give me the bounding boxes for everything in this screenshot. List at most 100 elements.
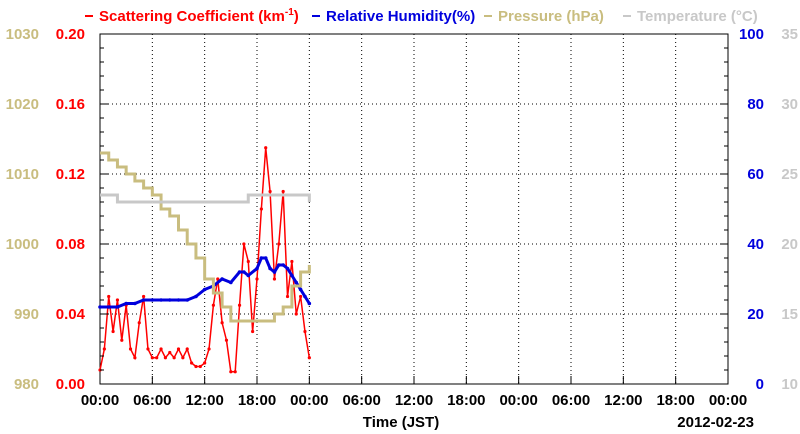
x-axis-label: Time (JST) — [363, 414, 439, 431]
date-label: 2012-02-23 — [677, 414, 754, 431]
x-tick-label: 18:00 — [447, 392, 485, 409]
humidity-point — [141, 298, 146, 302]
scattering-point — [155, 356, 159, 360]
pressure-tick-label: 1010 — [6, 166, 39, 183]
scattering-point — [176, 347, 181, 351]
scattering-point — [229, 370, 233, 374]
temperature-tick-label: 35 — [781, 26, 798, 43]
humidity-tick-label: 80 — [747, 96, 764, 113]
legend-label-scattering: Scattering Coefficient (km-1) — [99, 7, 299, 25]
pressure-tick-label: 990 — [14, 306, 39, 323]
humidity-point — [246, 273, 251, 278]
pressure-tick-label: 1020 — [6, 96, 39, 113]
scattering-point — [285, 294, 290, 299]
scattering-point — [299, 294, 303, 299]
scattering-point — [194, 364, 198, 369]
pressure-tick-label: 980 — [14, 376, 39, 393]
scattering-point — [137, 321, 141, 325]
pressure-tick-label: 1000 — [6, 236, 39, 253]
scattering-point — [259, 207, 263, 211]
legend-label-pressure: Pressure (hPa) — [498, 8, 604, 25]
x-tick-label: 06:00 — [133, 392, 171, 409]
x-tick-label: 12:00 — [185, 392, 223, 409]
humidity-point — [115, 305, 120, 309]
humidity-tick-label: 0 — [756, 376, 764, 393]
x-tick-label: 00:00 — [709, 392, 747, 409]
scattering-point — [303, 329, 307, 334]
scattering-point — [294, 312, 298, 316]
scattering-point — [272, 277, 277, 281]
scattering-point — [133, 356, 137, 360]
scattering-point — [220, 321, 224, 325]
humidity-point — [185, 298, 190, 302]
legend-superscript: -1 — [285, 7, 294, 18]
scattering-point — [277, 242, 281, 246]
humidity-point — [194, 294, 198, 299]
humidity-point — [106, 305, 111, 309]
scattering-point — [198, 364, 202, 369]
humidity-point — [277, 263, 281, 267]
humidity-point — [263, 256, 268, 260]
scattering-point — [233, 370, 237, 374]
scattering-point — [102, 347, 106, 351]
x-tick-label: 06:00 — [552, 392, 590, 409]
legend-text-pressure: Pressure (hPa) — [498, 8, 604, 25]
humidity-point — [281, 263, 285, 267]
humidity-point — [220, 277, 224, 281]
x-tick-label: 18:00 — [238, 392, 276, 409]
humidity-point — [268, 266, 272, 271]
scattering-point — [115, 298, 120, 302]
scattering-point — [172, 356, 176, 360]
scattering-point — [111, 329, 115, 334]
temperature-tick-label: 15 — [781, 306, 798, 323]
humidity-point — [150, 298, 155, 302]
temperature-tick-label: 30 — [781, 96, 798, 113]
scattering-point — [128, 347, 133, 351]
scattering-point — [268, 189, 272, 194]
scattering-point — [120, 338, 124, 342]
temperature-tick-label: 10 — [781, 376, 798, 393]
x-tick-label: 00:00 — [81, 392, 119, 409]
humidity-point — [98, 305, 102, 309]
scattering-tick-label: 0.20 — [56, 26, 85, 43]
scattering-point — [264, 146, 268, 150]
series-line-temperature — [100, 193, 311, 204]
legend-text-humidity: Relative Humidity(%) — [326, 8, 475, 25]
humidity-point — [229, 280, 233, 285]
scattering-point — [181, 356, 185, 360]
humidity-tick-label: 60 — [747, 166, 764, 183]
scattering-point — [224, 338, 229, 342]
scattering-tick-label: 0.08 — [56, 236, 85, 253]
scattering-point — [203, 361, 207, 365]
x-tick-label: 12:00 — [395, 392, 433, 409]
legend-label-temperature: Temperature (°C) — [637, 8, 758, 25]
scattering-point — [290, 259, 294, 264]
legend: Scattering Coefficient (km-1) Relative Hu… — [85, 7, 758, 25]
x-tick-label: 12:00 — [604, 392, 642, 409]
scattering-point — [307, 356, 311, 360]
humidity-point — [259, 256, 264, 260]
humidity-point — [242, 270, 246, 274]
humidity-point — [255, 266, 259, 271]
grid-lines — [100, 34, 728, 384]
scattering-point — [107, 294, 111, 299]
x-tick-label: 00:00 — [499, 392, 537, 409]
humidity-point — [176, 298, 181, 302]
x-tick-label: 06:00 — [342, 392, 380, 409]
scattering-point — [146, 347, 150, 351]
scattering-point — [251, 329, 255, 334]
scattering-point — [242, 242, 246, 246]
humidity-point — [303, 294, 307, 299]
scattering-tick-label: 0.12 — [56, 166, 85, 183]
humidity-point — [272, 270, 277, 274]
scattering-point — [185, 347, 189, 351]
scattering-tick-label: 0.00 — [56, 376, 85, 393]
scattering-point — [207, 347, 211, 351]
humidity-point — [307, 301, 312, 306]
scattering-point — [159, 347, 163, 351]
humidity-point — [290, 273, 294, 278]
x-tick-label: 00:00 — [290, 392, 328, 409]
scattering-point — [246, 259, 250, 264]
scattering-point — [142, 294, 146, 299]
scattering-point — [255, 277, 259, 281]
